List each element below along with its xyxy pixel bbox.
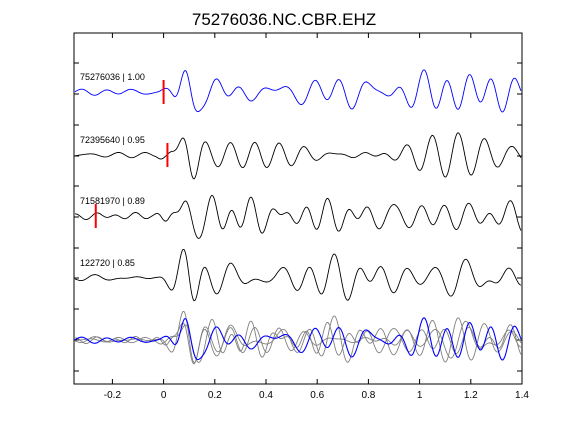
- stack-trace: [74, 317, 522, 365]
- stack-reference-trace: [74, 317, 522, 361]
- pick-markers: [94, 80, 169, 228]
- trace-labels: 75276036 | 1.00 72395640 | 0.95 71581970 |…: [80, 72, 145, 268]
- x-tick-label: 0.6: [310, 390, 324, 401]
- x-tick-label: 1.2: [464, 390, 478, 401]
- y-ticks: [74, 62, 522, 372]
- trace-label: 72395640 | 0.95: [80, 135, 145, 145]
- stack-trace: [74, 310, 522, 364]
- plot-frame: [73, 32, 523, 385]
- stacked-traces: [74, 310, 522, 365]
- x-tick-label: -0.2: [104, 390, 122, 401]
- x-tick-label: 1.4: [515, 390, 529, 401]
- trace-label: 122720 | 0.85: [80, 258, 135, 268]
- trace-label: 71581970 | 0.89: [80, 196, 145, 206]
- x-tick-label: 0.8: [361, 390, 375, 401]
- x-tick-label: 0.2: [208, 390, 222, 401]
- traces-group: [74, 69, 522, 302]
- trace-line: [74, 194, 522, 239]
- trace-line: [74, 132, 522, 180]
- x-tick-label: 0: [161, 390, 167, 401]
- trace-label: 75276036 | 1.00: [80, 72, 145, 82]
- x-tick-label: 0.4: [259, 390, 273, 401]
- x-tick-label: 1: [417, 390, 423, 401]
- chart-title: 75276036.NC.CBR.EHZ: [192, 10, 376, 29]
- trace-line: [74, 69, 522, 113]
- x-axis: -0.2 0 0.2 0.4 0.6 0.8 1 1.2 1.4: [104, 33, 529, 401]
- trace-line: [74, 248, 522, 302]
